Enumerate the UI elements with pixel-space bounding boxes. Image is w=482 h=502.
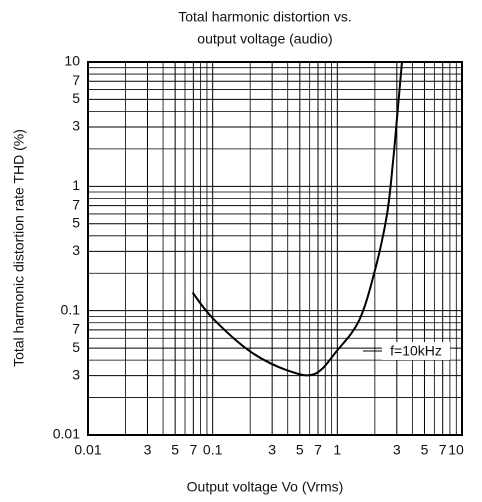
plot bbox=[191, 61, 403, 377]
x-tick-label: 10 bbox=[448, 442, 464, 458]
y-tick-label: 3 bbox=[72, 242, 80, 258]
x-tick-label: 3 bbox=[393, 442, 401, 458]
x-tick-label: 3 bbox=[144, 442, 152, 458]
y-tick-label: 1 bbox=[72, 177, 80, 193]
y-tick-label: 3 bbox=[72, 118, 80, 134]
x-tick-label: 5 bbox=[421, 442, 429, 458]
legend-label: f=10kHz bbox=[390, 343, 442, 359]
line bbox=[191, 61, 403, 377]
y-tick-label: 10 bbox=[64, 53, 80, 69]
x-tick-label: 7 bbox=[189, 442, 197, 458]
x-tick-label: 0.1 bbox=[203, 442, 223, 458]
y-tick-label: 7 bbox=[72, 72, 80, 88]
x-tick-label: 3 bbox=[268, 442, 276, 458]
y-tick-label: 0.1 bbox=[61, 301, 81, 317]
x-tick-label: 7 bbox=[439, 442, 447, 458]
y-tick-label: 7 bbox=[72, 321, 80, 337]
x-tick-label: 1 bbox=[333, 442, 341, 458]
y-tick-label: 7 bbox=[72, 196, 80, 212]
annotation-bg bbox=[382, 342, 450, 360]
chart-title: Total harmonic distortion vs. bbox=[178, 9, 352, 25]
y-tick-label: 5 bbox=[72, 90, 80, 106]
y-axis-label: Total harmonic distortion rate THD (%) bbox=[11, 129, 27, 367]
x-axis-label: Output voltage Vo (Vrms) bbox=[187, 479, 344, 495]
x-tick-label: 5 bbox=[296, 442, 304, 458]
x-tick-label: 7 bbox=[314, 442, 322, 458]
y-tick-label: 0.01 bbox=[53, 426, 80, 442]
y-tick-label: 5 bbox=[72, 339, 80, 355]
x-tick-label: 0.01 bbox=[74, 442, 101, 458]
chart-title: output voltage (audio) bbox=[197, 31, 332, 47]
x-tick-label: 5 bbox=[171, 442, 179, 458]
y-tick-label: 3 bbox=[72, 366, 80, 382]
plot-frame bbox=[87, 61, 463, 436]
y-tick-label: 5 bbox=[72, 214, 80, 230]
